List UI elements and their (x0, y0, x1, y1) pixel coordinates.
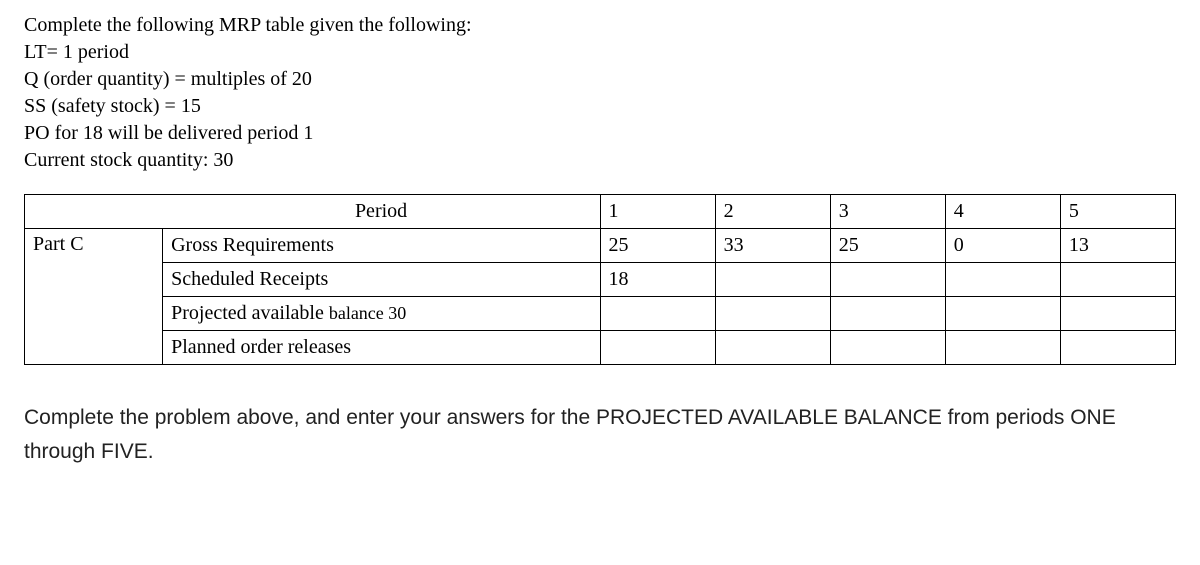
period-header-1: 1 (600, 195, 715, 229)
intro-line-5: PO for 18 will be delivered period 1 (24, 120, 1176, 147)
gr-p4: 0 (945, 229, 1060, 263)
table-row-header: Period 1 2 3 4 5 (25, 195, 1176, 229)
pab-p1 (600, 297, 715, 331)
intro-line-1: Complete the following MRP table given t… (24, 12, 1176, 39)
instruction-text: Complete the problem above, and enter yo… (24, 401, 1176, 468)
gr-p3: 25 (830, 229, 945, 263)
sr-p5 (1060, 263, 1175, 297)
intro-line-6: Current stock quantity: 30 (24, 147, 1176, 174)
table-row-scheduled-receipts: Scheduled Receipts 18 (25, 263, 1176, 297)
por-p2 (715, 331, 830, 365)
table-row-gross-requirements: Part C Gross Requirements 25 33 25 0 13 (25, 229, 1176, 263)
row-label-projected-available-balance: Projected available balance 30 (163, 297, 600, 331)
sr-p1: 18 (600, 263, 715, 297)
header-empty-left (25, 195, 163, 229)
period-header-2: 2 (715, 195, 830, 229)
pab-label-main: Projected available (171, 302, 329, 324)
pab-label-suffix: balance 30 (329, 303, 406, 323)
por-p4 (945, 331, 1060, 365)
table-row-projected-available-balance: Projected available balance 30 (25, 297, 1176, 331)
row-label-gross-requirements: Gross Requirements (163, 229, 600, 263)
row-label-scheduled-receipts: Scheduled Receipts (163, 263, 600, 297)
table-row-planned-order-releases: Planned order releases (25, 331, 1176, 365)
row-label-planned-order-releases: Planned order releases (163, 331, 600, 365)
period-header-5: 5 (1060, 195, 1175, 229)
por-p3 (830, 331, 945, 365)
intro-line-3: Q (order quantity) = multiples of 20 (24, 66, 1176, 93)
part-label-cell: Part C (25, 229, 163, 365)
gr-p5: 13 (1060, 229, 1175, 263)
mrp-table: Period 1 2 3 4 5 Part C Gross Requiremen… (24, 194, 1176, 365)
gr-p1: 25 (600, 229, 715, 263)
intro-line-4: SS (safety stock) = 15 (24, 93, 1176, 120)
header-period-label: Period (163, 195, 600, 229)
pab-p2 (715, 297, 830, 331)
pab-p5 (1060, 297, 1175, 331)
intro-line-2: LT= 1 period (24, 39, 1176, 66)
pab-p4 (945, 297, 1060, 331)
period-header-3: 3 (830, 195, 945, 229)
por-p5 (1060, 331, 1175, 365)
pab-p3 (830, 297, 945, 331)
por-p1 (600, 331, 715, 365)
gr-p2: 33 (715, 229, 830, 263)
sr-p2 (715, 263, 830, 297)
sr-p3 (830, 263, 945, 297)
period-header-4: 4 (945, 195, 1060, 229)
sr-p4 (945, 263, 1060, 297)
intro-block: Complete the following MRP table given t… (24, 12, 1176, 174)
